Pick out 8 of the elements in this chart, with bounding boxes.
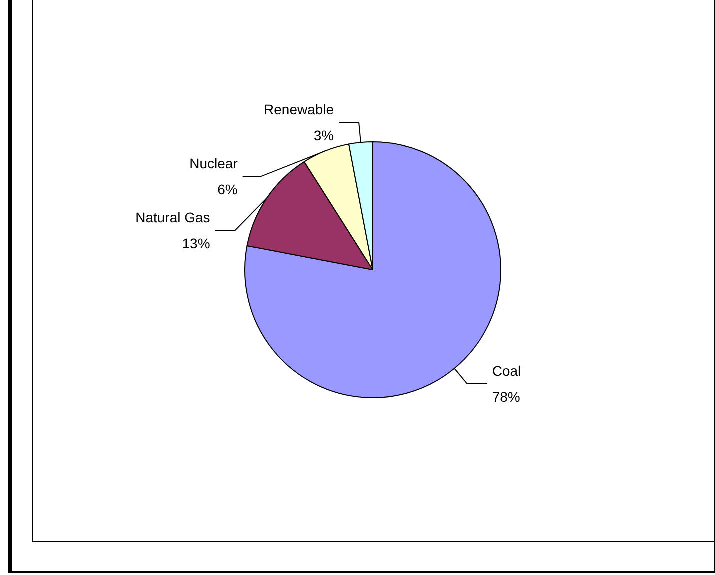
- slice-label: Nuclear: [190, 156, 238, 172]
- data-label: 78%: [492, 389, 520, 406]
- slice-label: Coal: [492, 363, 522, 380]
- data-label: 3%: [314, 128, 334, 144]
- data-label: 13%: [182, 236, 210, 252]
- slice-label: Renewable: [264, 102, 334, 118]
- data-label: 6%: [218, 182, 238, 198]
- slice-label: Natural Gas: [136, 210, 210, 226]
